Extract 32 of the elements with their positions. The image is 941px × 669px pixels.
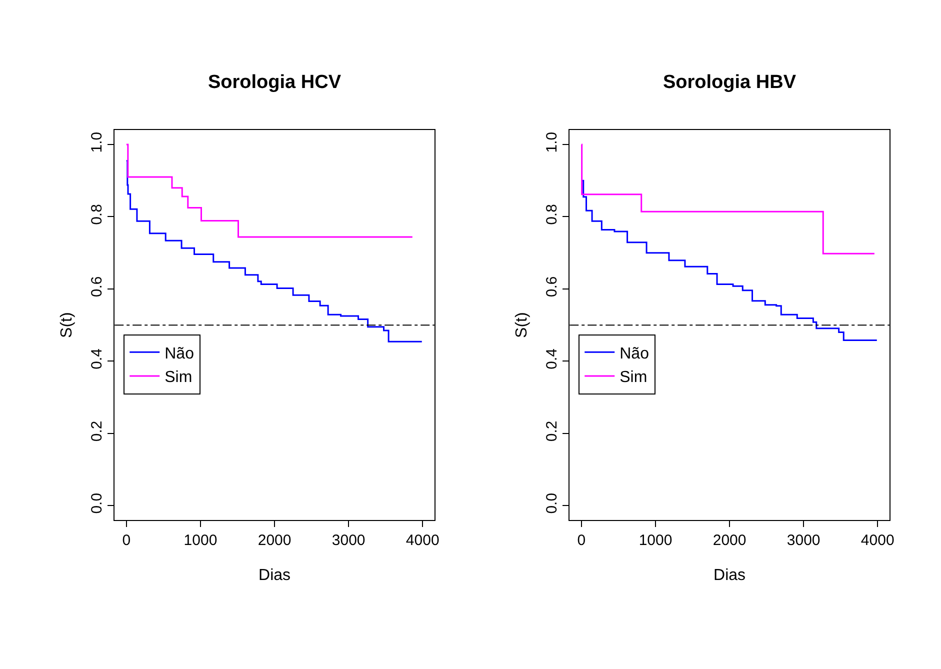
x-tick-label: 2000 [712,532,746,550]
chart-title: Sorologia HCV [208,72,342,93]
y-tick-label: 0.2 [88,420,106,442]
chart-title: Sorologia HBV [663,72,796,93]
x-tick-label: 2000 [258,532,292,550]
x-tick-label: 0 [577,532,586,550]
y-tick-label: 0.8 [88,204,106,225]
y-tick-label: 0.6 [88,276,106,298]
x-tick-label: 1000 [638,532,672,550]
legend-label: Não [164,345,194,362]
y-tick-label: 0.6 [544,276,561,298]
y-tick-label: 1.0 [544,132,561,153]
y-tick-label: 0.8 [544,204,561,225]
x-tick-label: 4000 [860,532,894,550]
x-tick-label: 3000 [332,532,366,550]
x-axis-title: Dias [258,566,291,584]
y-tick-label: 0.2 [544,420,561,442]
y-tick-label: 0.0 [88,492,106,514]
x-tick-label: 3000 [786,532,820,550]
x-tick-label: 4000 [406,532,440,550]
x-tick-label: 0 [122,532,131,550]
y-tick-label: 0.0 [544,492,561,514]
y-tick-label: 1.0 [88,132,106,153]
legend-label: Sim [164,369,192,386]
legend-label: Sim [620,369,648,386]
y-tick-label: 0.4 [88,348,106,370]
x-axis-title: Dias [714,566,746,584]
y-axis-title: S(t) [514,312,531,338]
x-tick-label: 1000 [184,532,218,550]
y-axis-title: S(t) [58,312,76,338]
legend-label: Não [620,345,650,362]
y-tick-label: 0.4 [544,348,561,370]
